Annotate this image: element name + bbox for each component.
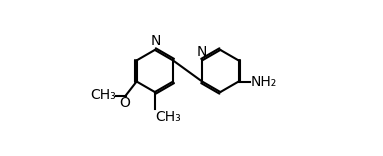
Text: NH₂: NH₂ [250,75,277,88]
Text: N: N [151,34,161,48]
Text: CH₃: CH₃ [90,88,116,102]
Text: O: O [119,96,130,110]
Text: CH₃: CH₃ [155,110,182,124]
Text: N: N [196,45,206,59]
